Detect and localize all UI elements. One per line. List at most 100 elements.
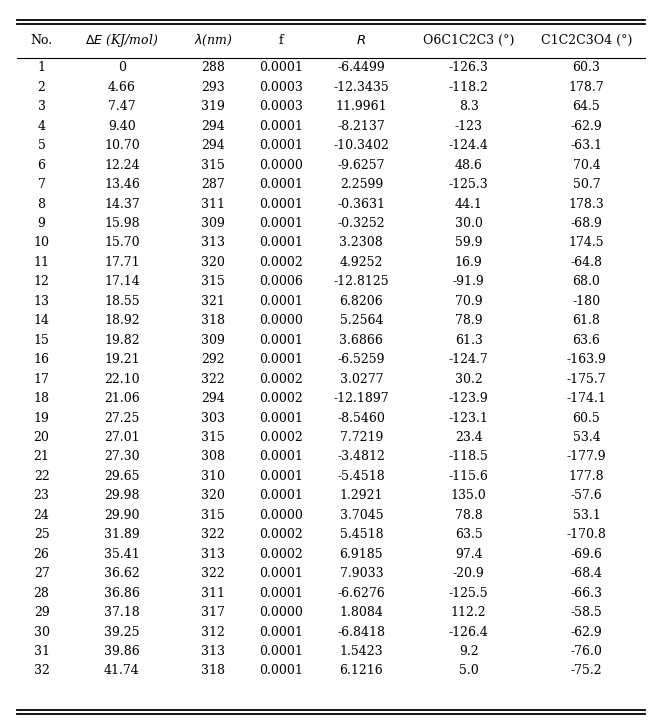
Text: 0.0002: 0.0002 bbox=[259, 529, 303, 542]
Text: 36.62: 36.62 bbox=[104, 567, 140, 580]
Text: 0.0001: 0.0001 bbox=[259, 178, 303, 191]
Text: -180: -180 bbox=[573, 295, 600, 308]
Text: 15: 15 bbox=[34, 334, 50, 347]
Text: 320: 320 bbox=[201, 489, 225, 502]
Text: 178.3: 178.3 bbox=[569, 197, 604, 211]
Text: 30.2: 30.2 bbox=[455, 372, 483, 386]
Text: 11.9961: 11.9961 bbox=[336, 100, 387, 113]
Text: 0.0001: 0.0001 bbox=[259, 295, 303, 308]
Text: 0.0001: 0.0001 bbox=[259, 470, 303, 483]
Text: 0.0001: 0.0001 bbox=[259, 120, 303, 133]
Text: 12.24: 12.24 bbox=[104, 158, 140, 171]
Text: 317: 317 bbox=[201, 606, 225, 619]
Text: -66.3: -66.3 bbox=[571, 587, 602, 600]
Text: 8.3: 8.3 bbox=[459, 100, 479, 113]
Text: 3.2308: 3.2308 bbox=[340, 237, 383, 250]
Text: 24: 24 bbox=[34, 509, 50, 522]
Text: 2: 2 bbox=[38, 81, 46, 94]
Text: 0.0000: 0.0000 bbox=[259, 158, 303, 171]
Text: -20.9: -20.9 bbox=[453, 567, 485, 580]
Text: -12.1897: -12.1897 bbox=[334, 392, 389, 405]
Text: 8: 8 bbox=[38, 197, 46, 211]
Text: 318: 318 bbox=[201, 314, 225, 327]
Text: 21.06: 21.06 bbox=[104, 392, 140, 405]
Text: -118.2: -118.2 bbox=[449, 81, 489, 94]
Text: -123.9: -123.9 bbox=[449, 392, 489, 405]
Text: -68.9: -68.9 bbox=[571, 217, 602, 230]
Text: 1.2921: 1.2921 bbox=[340, 489, 383, 502]
Text: 6.8206: 6.8206 bbox=[340, 295, 383, 308]
Text: 28: 28 bbox=[34, 587, 50, 600]
Text: 16.9: 16.9 bbox=[455, 256, 483, 269]
Text: 1.5423: 1.5423 bbox=[340, 645, 383, 658]
Text: 0.0000: 0.0000 bbox=[259, 509, 303, 522]
Text: 53.4: 53.4 bbox=[573, 431, 600, 444]
Text: -123.1: -123.1 bbox=[449, 412, 489, 425]
Text: 311: 311 bbox=[201, 587, 225, 600]
Text: 313: 313 bbox=[201, 237, 225, 250]
Text: 18.55: 18.55 bbox=[104, 295, 140, 308]
Text: 60.3: 60.3 bbox=[573, 61, 600, 74]
Text: -126.3: -126.3 bbox=[449, 61, 489, 74]
Text: 19.82: 19.82 bbox=[104, 334, 140, 347]
Text: $R$: $R$ bbox=[356, 34, 366, 47]
Text: $\lambda$(nm): $\lambda$(nm) bbox=[193, 33, 232, 48]
Text: 322: 322 bbox=[201, 372, 225, 386]
Text: 27: 27 bbox=[34, 567, 50, 580]
Text: 15.70: 15.70 bbox=[104, 237, 140, 250]
Text: 78.8: 78.8 bbox=[455, 509, 483, 522]
Text: 177.8: 177.8 bbox=[569, 470, 604, 483]
Text: 31: 31 bbox=[34, 645, 50, 658]
Text: 41.74: 41.74 bbox=[104, 664, 140, 677]
Text: 27.01: 27.01 bbox=[104, 431, 140, 444]
Text: 15.98: 15.98 bbox=[104, 217, 140, 230]
Text: -125.3: -125.3 bbox=[449, 178, 489, 191]
Text: 0.0001: 0.0001 bbox=[259, 353, 303, 366]
Text: 9: 9 bbox=[38, 217, 46, 230]
Text: 0.0001: 0.0001 bbox=[259, 61, 303, 74]
Text: -75.2: -75.2 bbox=[571, 664, 602, 677]
Text: 0.0000: 0.0000 bbox=[259, 606, 303, 619]
Text: 30.0: 30.0 bbox=[455, 217, 483, 230]
Text: 308: 308 bbox=[201, 450, 225, 463]
Text: -9.6257: -9.6257 bbox=[338, 158, 385, 171]
Text: 5: 5 bbox=[38, 139, 46, 152]
Text: 0.0002: 0.0002 bbox=[259, 392, 303, 405]
Text: 0.0002: 0.0002 bbox=[259, 547, 303, 560]
Text: 293: 293 bbox=[201, 81, 225, 94]
Text: 1.8084: 1.8084 bbox=[340, 606, 383, 619]
Text: 27.25: 27.25 bbox=[105, 412, 140, 425]
Text: 97.4: 97.4 bbox=[455, 547, 483, 560]
Text: -115.6: -115.6 bbox=[449, 470, 489, 483]
Text: -6.4499: -6.4499 bbox=[338, 61, 385, 74]
Text: 18: 18 bbox=[34, 392, 50, 405]
Text: 0.0001: 0.0001 bbox=[259, 334, 303, 347]
Text: -12.8125: -12.8125 bbox=[334, 275, 389, 288]
Text: 27.30: 27.30 bbox=[104, 450, 140, 463]
Text: 0.0001: 0.0001 bbox=[259, 217, 303, 230]
Text: -174.1: -174.1 bbox=[567, 392, 606, 405]
Text: 70.4: 70.4 bbox=[573, 158, 600, 171]
Text: 35.41: 35.41 bbox=[104, 547, 140, 560]
Text: 78.9: 78.9 bbox=[455, 314, 483, 327]
Text: -170.8: -170.8 bbox=[567, 529, 606, 542]
Text: -5.4518: -5.4518 bbox=[338, 470, 385, 483]
Text: 22.10: 22.10 bbox=[104, 372, 140, 386]
Text: 48.6: 48.6 bbox=[455, 158, 483, 171]
Text: 313: 313 bbox=[201, 645, 225, 658]
Text: 294: 294 bbox=[201, 392, 225, 405]
Text: 0.0001: 0.0001 bbox=[259, 626, 303, 639]
Text: 310: 310 bbox=[201, 470, 225, 483]
Text: 61.3: 61.3 bbox=[455, 334, 483, 347]
Text: 0.0001: 0.0001 bbox=[259, 567, 303, 580]
Text: 19.21: 19.21 bbox=[104, 353, 140, 366]
Text: -3.4812: -3.4812 bbox=[338, 450, 385, 463]
Text: -6.6276: -6.6276 bbox=[338, 587, 385, 600]
Text: 294: 294 bbox=[201, 120, 225, 133]
Text: 0.0001: 0.0001 bbox=[259, 412, 303, 425]
Text: 17.14: 17.14 bbox=[104, 275, 140, 288]
Text: 309: 309 bbox=[201, 334, 225, 347]
Text: 30: 30 bbox=[34, 626, 50, 639]
Text: 23: 23 bbox=[34, 489, 50, 502]
Text: -118.5: -118.5 bbox=[449, 450, 489, 463]
